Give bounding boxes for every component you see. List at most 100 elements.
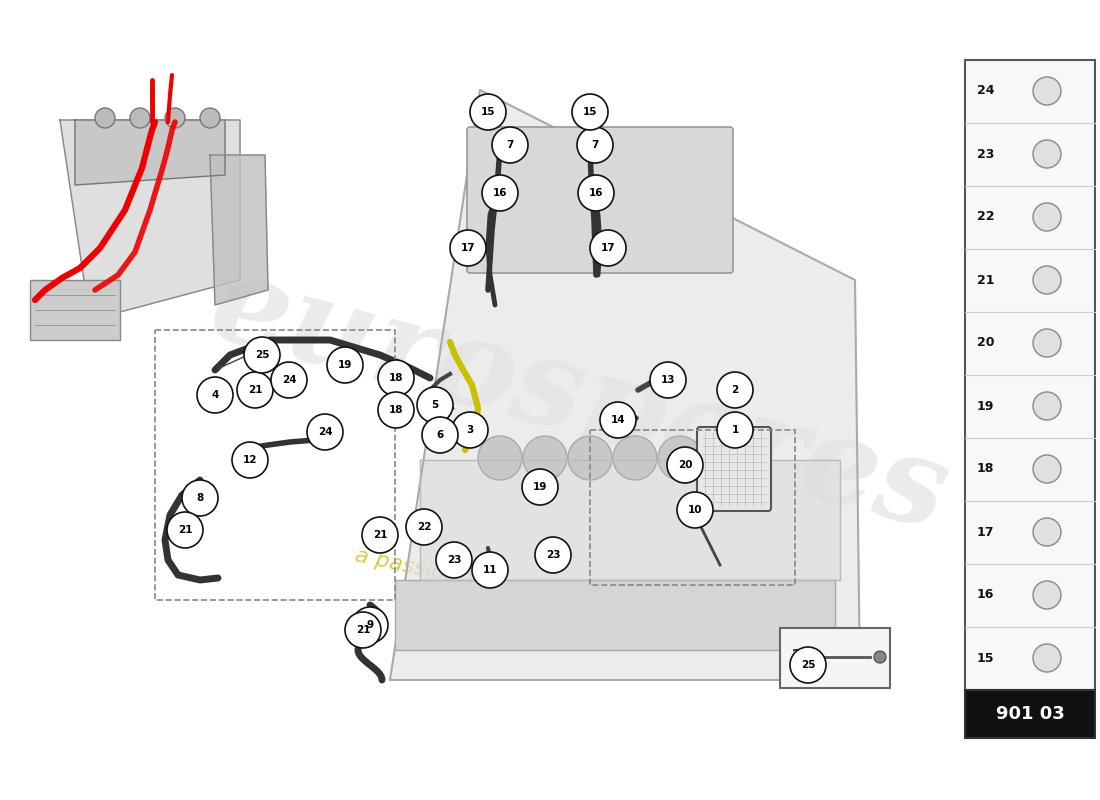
Circle shape	[200, 108, 220, 128]
Circle shape	[1033, 455, 1062, 483]
Circle shape	[1033, 203, 1062, 231]
Circle shape	[650, 362, 686, 398]
Text: 25: 25	[801, 660, 815, 670]
Circle shape	[1033, 581, 1062, 609]
Text: 19: 19	[532, 482, 547, 492]
Text: 13: 13	[661, 375, 675, 385]
Circle shape	[590, 230, 626, 266]
Circle shape	[478, 436, 522, 480]
Text: 15: 15	[481, 107, 495, 117]
Circle shape	[1033, 329, 1062, 357]
Text: 7: 7	[506, 140, 514, 150]
Text: 23: 23	[447, 555, 461, 565]
Circle shape	[307, 414, 343, 450]
Text: 17: 17	[601, 243, 615, 253]
Polygon shape	[75, 120, 226, 185]
Circle shape	[703, 436, 747, 480]
Circle shape	[345, 612, 381, 648]
Circle shape	[417, 387, 453, 423]
Text: 12: 12	[243, 455, 257, 465]
Text: a passion for parts since 1985: a passion for parts since 1985	[353, 546, 686, 634]
Circle shape	[1033, 140, 1062, 168]
Text: 23: 23	[977, 147, 994, 161]
Text: 5: 5	[431, 400, 439, 410]
Circle shape	[1033, 644, 1062, 672]
Text: 11: 11	[483, 565, 497, 575]
Text: 25: 25	[255, 350, 270, 360]
Text: 25: 25	[792, 649, 810, 662]
Circle shape	[244, 337, 280, 373]
Circle shape	[717, 372, 754, 408]
Text: 22: 22	[417, 522, 431, 532]
Circle shape	[658, 436, 702, 480]
Bar	[780, 628, 890, 688]
Text: 23: 23	[546, 550, 560, 560]
Text: 20: 20	[977, 337, 994, 350]
Text: 2: 2	[732, 385, 738, 395]
Circle shape	[482, 175, 518, 211]
Circle shape	[1033, 266, 1062, 294]
Polygon shape	[420, 460, 840, 580]
Circle shape	[130, 108, 150, 128]
Text: 24: 24	[282, 375, 296, 385]
Text: 16: 16	[493, 188, 507, 198]
Circle shape	[600, 402, 636, 438]
Circle shape	[578, 175, 614, 211]
Text: 1: 1	[732, 425, 738, 435]
Bar	[590, 430, 795, 585]
Circle shape	[95, 108, 116, 128]
Circle shape	[167, 512, 204, 548]
Polygon shape	[60, 120, 240, 320]
Text: 15: 15	[583, 107, 597, 117]
Circle shape	[450, 230, 486, 266]
Text: 18: 18	[388, 373, 404, 383]
Text: 8: 8	[197, 493, 204, 503]
Circle shape	[790, 647, 826, 683]
FancyBboxPatch shape	[697, 427, 771, 511]
Polygon shape	[390, 90, 860, 680]
Circle shape	[1033, 518, 1062, 546]
Circle shape	[1033, 77, 1062, 105]
Bar	[965, 60, 1094, 690]
Circle shape	[522, 436, 566, 480]
Text: 16: 16	[588, 188, 603, 198]
Text: 15: 15	[977, 651, 994, 665]
Circle shape	[717, 412, 754, 448]
FancyBboxPatch shape	[468, 127, 733, 273]
Text: 24: 24	[318, 427, 332, 437]
Text: 7: 7	[592, 140, 598, 150]
Bar	[965, 690, 1094, 738]
Circle shape	[165, 108, 185, 128]
Text: 18: 18	[977, 462, 994, 475]
Text: 24: 24	[977, 85, 994, 98]
Circle shape	[568, 436, 612, 480]
Circle shape	[197, 377, 233, 413]
Text: 19: 19	[977, 399, 994, 413]
Circle shape	[722, 416, 746, 440]
Circle shape	[522, 469, 558, 505]
Circle shape	[535, 537, 571, 573]
Circle shape	[613, 436, 657, 480]
Circle shape	[378, 392, 414, 428]
Circle shape	[572, 94, 608, 130]
Text: 3: 3	[466, 425, 474, 435]
Bar	[395, 580, 835, 650]
Text: 19: 19	[338, 360, 352, 370]
Circle shape	[470, 94, 506, 130]
Circle shape	[472, 552, 508, 588]
Circle shape	[1033, 392, 1062, 420]
Circle shape	[676, 492, 713, 528]
Bar	[30, 280, 120, 340]
Text: 901 03: 901 03	[996, 705, 1065, 723]
Text: 20: 20	[678, 460, 692, 470]
Circle shape	[578, 127, 613, 163]
Circle shape	[667, 447, 703, 483]
Circle shape	[182, 480, 218, 516]
Text: 21: 21	[373, 530, 387, 540]
Text: 22: 22	[977, 210, 994, 223]
Text: 21: 21	[248, 385, 262, 395]
Circle shape	[362, 517, 398, 553]
Circle shape	[378, 360, 414, 396]
Text: 17: 17	[977, 526, 994, 538]
Text: 10: 10	[688, 505, 702, 515]
